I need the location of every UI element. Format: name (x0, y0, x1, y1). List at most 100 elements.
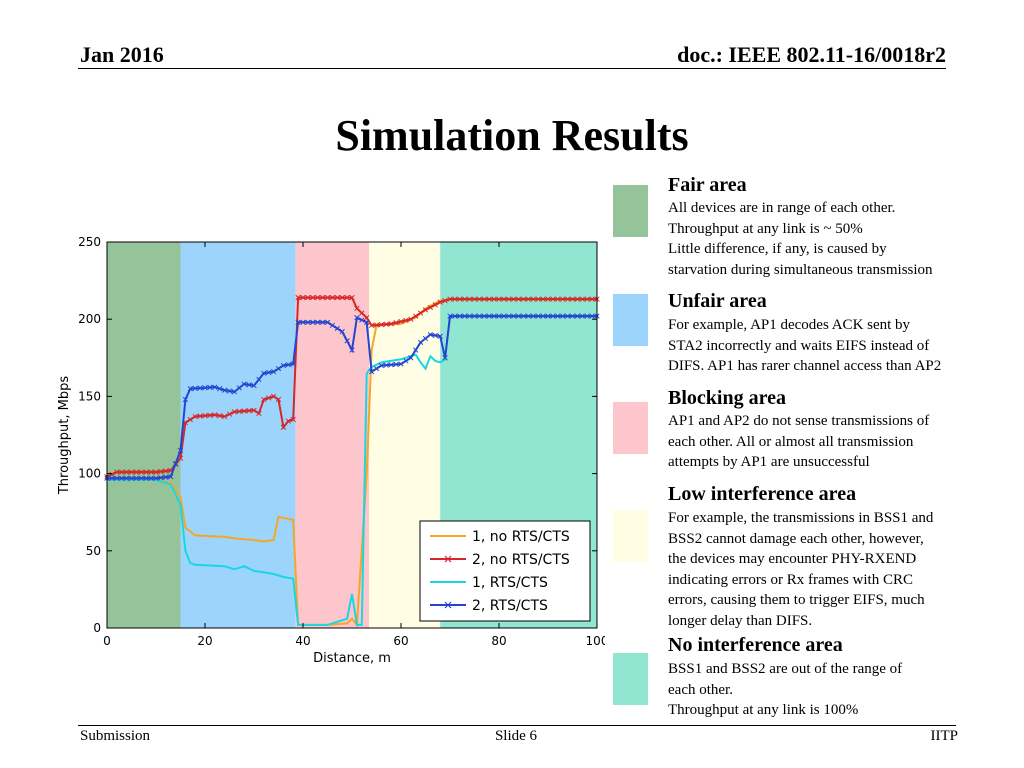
area-text-line: starvation during simultaneous transmiss… (668, 261, 933, 278)
data-point-marker (202, 413, 208, 419)
unfair-area-heading: Unfair area (668, 290, 767, 312)
data-point-marker (241, 381, 247, 387)
area-text-line: each other. All or almost all transmissi… (668, 433, 914, 450)
data-point-marker (158, 468, 164, 475)
data-point-marker (589, 313, 595, 319)
data-point-marker (550, 296, 556, 302)
low-interference-area-heading: Low interference area (668, 483, 857, 505)
area-text-line: AP1 and AP2 do not sense transmissions o… (668, 413, 930, 429)
data-point-marker (393, 320, 399, 326)
data-point-marker (427, 331, 434, 338)
area-text-line: errors, causing them to trigger EIFS, mu… (668, 592, 925, 608)
data-point-marker (168, 474, 174, 480)
data-point-marker (564, 313, 571, 319)
data-point-marker (310, 319, 316, 325)
legend-label: 2, no RTS/CTS (472, 552, 570, 568)
data-point-marker (476, 296, 483, 302)
data-point-marker (143, 475, 149, 481)
data-point-marker (123, 469, 130, 475)
data-point-marker (476, 313, 483, 319)
data-point-marker (417, 310, 424, 316)
x-tick-label: 40 (295, 634, 310, 648)
area-text-line: BSS2 cannot damage each other, however, (668, 530, 924, 547)
area-text-line: For example, AP1 decodes ACK sent by (668, 317, 911, 333)
data-point-marker (501, 313, 507, 319)
data-point-marker (187, 416, 193, 423)
no-interference-area-swatch (613, 653, 648, 705)
data-point-marker (364, 319, 370, 325)
data-point-marker (236, 408, 242, 415)
data-point-marker (368, 369, 375, 375)
data-point-marker (153, 475, 159, 481)
y-tick-label: 100 (78, 467, 101, 481)
data-point-marker (315, 294, 321, 301)
area-text-line: attempts by AP1 are unsuccessful (668, 454, 870, 470)
data-point-marker (359, 317, 365, 323)
data-point-marker (422, 335, 429, 342)
data-point-marker (520, 296, 527, 302)
data-point-marker (334, 294, 340, 301)
plot-frame (106, 241, 598, 629)
data-point-marker (530, 296, 536, 302)
area-text-line: each other. (668, 681, 733, 698)
data-point-marker (334, 325, 340, 332)
data-point-marker (305, 319, 311, 325)
header-divider (78, 68, 946, 69)
data-point-marker (457, 313, 463, 319)
data-point-marker (246, 382, 252, 388)
data-point-marker (515, 296, 522, 302)
x-tick-label: 100 (586, 634, 605, 648)
data-point-marker (275, 365, 282, 372)
data-point-marker (491, 296, 497, 302)
data-point-marker (383, 321, 389, 327)
data-point-marker (231, 389, 238, 395)
data-point-marker (525, 296, 532, 302)
data-point-marker (221, 413, 228, 420)
region-band (107, 242, 181, 628)
data-point-marker (138, 469, 144, 475)
area-text-line: indicating errors or Rx frames with CRC (668, 571, 913, 588)
x-tick-label: 0 (103, 634, 111, 648)
data-point-marker (266, 395, 272, 401)
legend-label: 2, RTS/CTS (472, 598, 548, 614)
y-tick-label: 0 (93, 621, 101, 635)
data-point-marker (319, 319, 326, 325)
data-point-marker (319, 294, 326, 301)
data-point-marker (280, 362, 287, 369)
data-point-marker (496, 296, 502, 302)
area-text-line: BSS1 and BSS2 are out of the range of (668, 661, 903, 677)
data-point-marker (442, 355, 448, 361)
data-point-marker (123, 475, 130, 481)
data-point-marker (109, 471, 115, 478)
data-point-marker (437, 299, 443, 305)
data-point-marker (560, 296, 566, 302)
data-point-marker (540, 296, 546, 302)
data-point-marker (329, 294, 336, 301)
low-interference-area-swatch (613, 510, 648, 562)
data-point-marker (452, 313, 458, 319)
data-point-marker (564, 296, 571, 302)
data-point-marker (329, 322, 336, 329)
legend-label: 1, RTS/CTS (472, 575, 548, 591)
data-point-marker (437, 333, 443, 339)
series-line (107, 315, 597, 626)
data-point-marker (344, 338, 350, 344)
data-point-marker (133, 475, 140, 481)
data-point-marker (217, 386, 223, 392)
data-point-marker (466, 313, 473, 319)
data-point-marker (266, 369, 272, 376)
data-point-marker (241, 408, 247, 414)
data-point-marker (447, 296, 453, 302)
data-point-marker (202, 385, 208, 391)
data-point-marker (579, 313, 585, 319)
data-point-marker (256, 376, 262, 383)
area-text-line: Throughput at any link is 100% (668, 702, 859, 718)
data-point-marker (378, 321, 385, 328)
fair-area-heading: Fair area (668, 174, 747, 196)
data-point-marker (550, 313, 556, 319)
data-point-marker (574, 313, 581, 319)
data-point-marker (236, 385, 242, 391)
data-point-marker (192, 413, 198, 420)
data-point-marker (368, 322, 375, 329)
data-point-marker (511, 313, 517, 319)
